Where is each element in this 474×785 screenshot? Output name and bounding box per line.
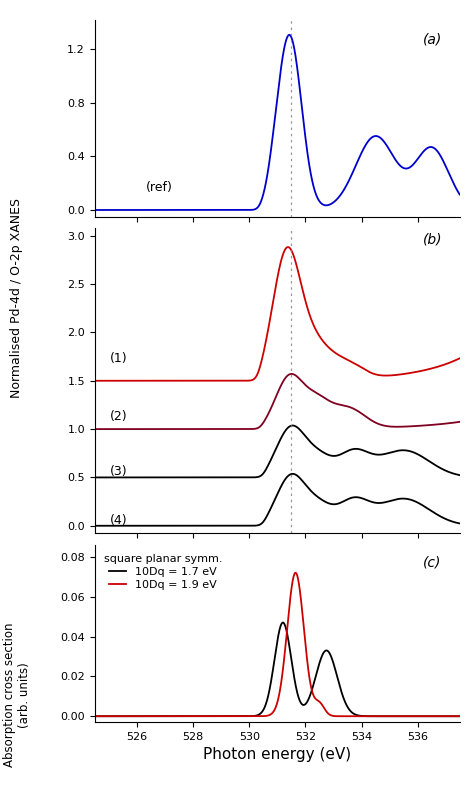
Text: (3): (3) xyxy=(109,466,127,479)
Text: Absorption cross section
(arb. units): Absorption cross section (arb. units) xyxy=(2,623,31,767)
Text: (4): (4) xyxy=(109,514,127,528)
Text: (b): (b) xyxy=(423,232,443,246)
Text: Normalised Pd-4d / O-2p XANES: Normalised Pd-4d / O-2p XANES xyxy=(10,199,23,398)
X-axis label: Photon energy (eV): Photon energy (eV) xyxy=(203,747,351,762)
Legend: 10Dq = 1.7 eV, 10Dq = 1.9 eV: 10Dq = 1.7 eV, 10Dq = 1.9 eV xyxy=(100,550,226,593)
Text: (a): (a) xyxy=(423,32,443,46)
Text: (1): (1) xyxy=(109,352,127,366)
Text: (c): (c) xyxy=(423,555,442,569)
Text: (2): (2) xyxy=(109,411,127,423)
Text: (ref): (ref) xyxy=(146,181,173,194)
